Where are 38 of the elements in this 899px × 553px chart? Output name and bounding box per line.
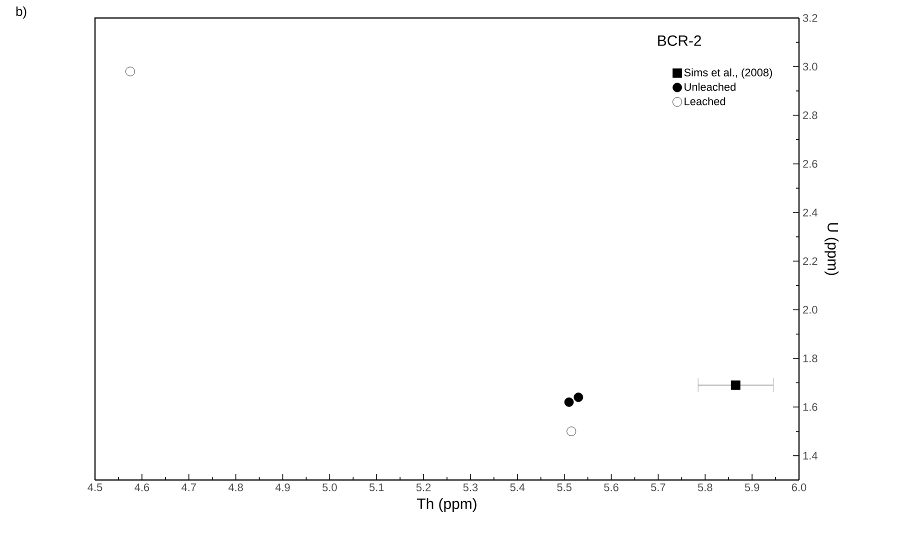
x-tick-label: 5.9	[744, 484, 760, 492]
x-tick-label: 5.6	[604, 484, 618, 492]
y-tick-label: 2.4	[803, 208, 818, 216]
y-tick-label: 1.6	[803, 403, 818, 411]
point	[566, 426, 576, 436]
y-tick-label: 3.0	[802, 62, 818, 70]
x-tick-label: 5.5	[557, 484, 572, 492]
legend-label: Unleached	[684, 82, 736, 91]
y-tick-label: 3.2	[802, 14, 818, 22]
x-tick-label: 5.1	[369, 484, 384, 492]
y-axis-title: U (ppm)	[824, 223, 839, 276]
x-axis-title: Th (ppm)	[417, 498, 476, 512]
x-tick-label: 5.8	[698, 484, 712, 492]
legend-label: Leached	[684, 97, 726, 106]
x-tick-label: 4.7	[182, 484, 196, 492]
text: b)	[16, 6, 26, 19]
point	[126, 66, 135, 76]
x-tick-label: 4.8	[228, 484, 243, 492]
x-tick-label: 4.6	[134, 484, 150, 492]
legend-label: Sims et al., (2008)	[684, 68, 772, 79]
point	[574, 392, 584, 402]
y-tick-label: 2.8	[803, 111, 818, 120]
y-tick-label: 2.6	[803, 160, 818, 168]
x-tick-label: 5.0	[322, 484, 337, 492]
point	[730, 380, 740, 390]
point	[564, 397, 574, 407]
annotation: BCR-2	[658, 35, 701, 46]
x-tick-label: 6.0	[792, 484, 806, 492]
x-tick-label: 5.2	[416, 484, 431, 492]
y-tick-label: 1.4	[803, 452, 818, 460]
x-tick-label: 5.4	[510, 484, 525, 492]
y-tick-label: 1.8	[803, 354, 818, 362]
x-tick-label: 4.9	[275, 484, 290, 492]
x-tick-label: 5.3	[463, 484, 478, 492]
x-tick-label: 5.7	[651, 484, 666, 492]
y-tick-label: 2.2	[803, 257, 818, 265]
y-tick-label: 2.0	[803, 306, 818, 314]
x-tick-label: 4.5	[88, 484, 102, 492]
